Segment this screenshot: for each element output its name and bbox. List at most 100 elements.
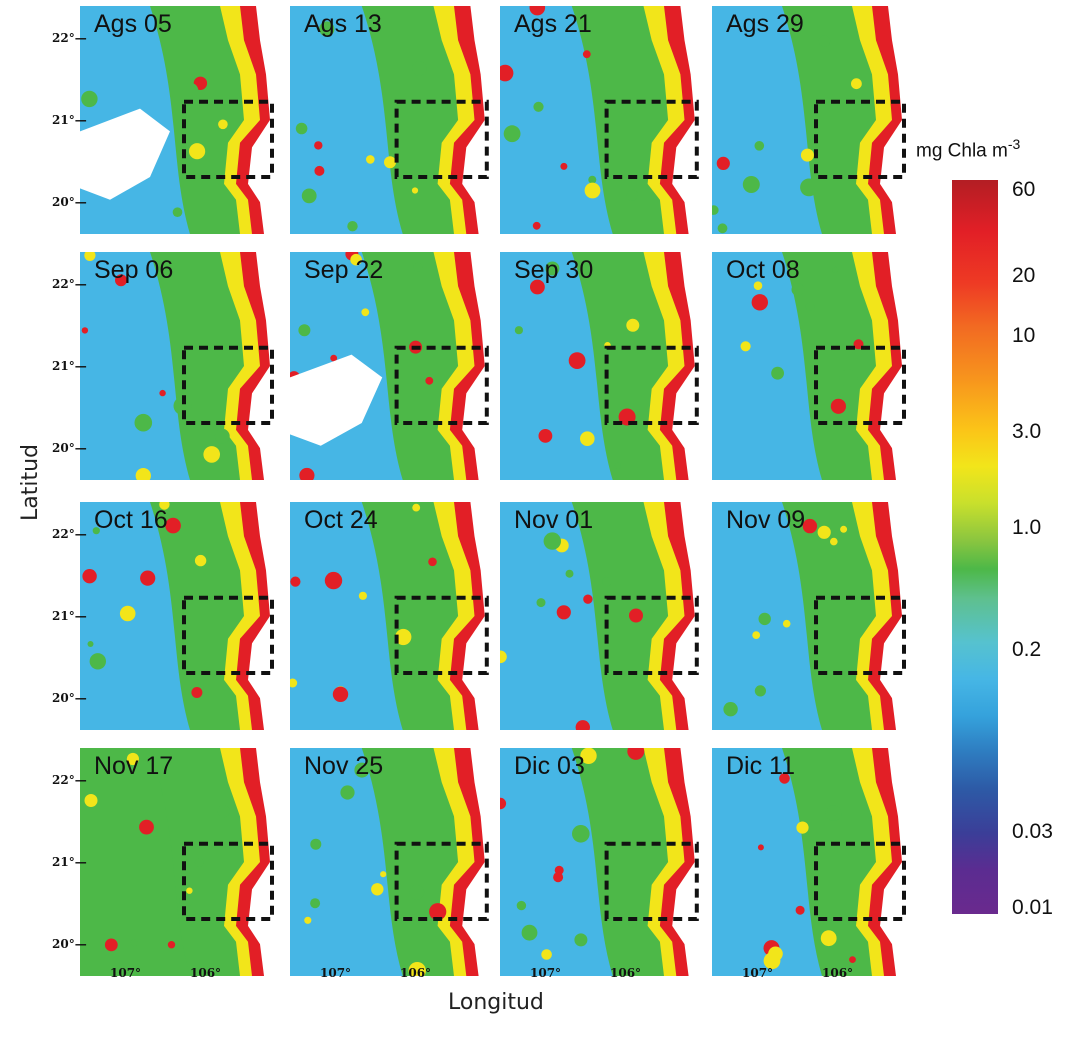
- concentration-patch: [84, 252, 96, 261]
- colorbar-tick-label: 10: [1012, 324, 1036, 347]
- longitude-tick-label: 106°: [610, 966, 642, 980]
- concentration-patch: [500, 64, 514, 82]
- study-area-box: [604, 99, 699, 179]
- concentration-patch: [361, 308, 370, 317]
- concentration-patch: [159, 502, 170, 510]
- concentration-patch: [795, 905, 805, 915]
- concentration-patch: [117, 274, 127, 284]
- concentration-patch: [556, 605, 571, 620]
- chlorophyll-map: [500, 502, 705, 730]
- concentration-patch: [536, 598, 546, 608]
- concentration-patch: [81, 90, 98, 108]
- concentration-patch: [849, 956, 856, 963]
- colorbar: [952, 180, 998, 914]
- chlorophyll-map: [80, 502, 280, 730]
- longitude-tick-label: 106°: [822, 966, 854, 980]
- concentration-patch: [412, 61, 427, 76]
- concentration-patch: [771, 366, 784, 380]
- concentration-patch: [818, 35, 831, 47]
- study-area-box: [814, 99, 906, 179]
- colorbar-tick-label: 0.03: [1012, 820, 1053, 843]
- land-mask: [248, 6, 280, 234]
- longitude-tick-label: 107°: [742, 966, 774, 980]
- concentration-patch: [290, 576, 301, 587]
- chlorophyll-map: [712, 6, 912, 234]
- concentration-patch: [104, 938, 118, 952]
- concentration-patch: [545, 261, 560, 276]
- concentration-patch: [126, 752, 139, 766]
- concentration-patch: [189, 143, 206, 160]
- map-panel: Sep 22: [290, 252, 495, 480]
- concentration-patch: [140, 570, 156, 586]
- concentration-patch: [851, 78, 862, 90]
- concentration-patch: [371, 883, 384, 896]
- concentration-patch: [543, 532, 561, 550]
- concentration-patch: [753, 281, 763, 290]
- concentration-patch: [290, 678, 298, 688]
- concentration-patch: [614, 462, 621, 469]
- map-panel: Nov 17: [80, 748, 280, 976]
- y-axis-label: Latitud: [18, 443, 44, 522]
- concentration-patch: [304, 916, 312, 924]
- colorbar-tick-label: 1.0: [1012, 516, 1042, 539]
- map-panel: Sep 30: [500, 252, 705, 480]
- colorbar-title: mg Chla m-3: [916, 136, 1021, 162]
- chlorophyll-map: [712, 748, 912, 976]
- concentration-patch: [295, 122, 308, 135]
- concentration-patch: [533, 101, 544, 112]
- concentration-patch: [139, 819, 154, 835]
- panel-date-label: Sep 30: [514, 256, 594, 284]
- concentration-patch: [310, 838, 322, 850]
- no-data-area: [290, 354, 383, 446]
- concentration-patch: [82, 569, 97, 584]
- map-panel: Sep 06: [80, 252, 280, 480]
- latitude-tick-label: 21°—: [52, 113, 87, 127]
- concentration-patch: [717, 223, 728, 234]
- panel-date-label: Sep 22: [304, 256, 384, 284]
- chlorophyll-map: [290, 6, 495, 234]
- land-mask: [880, 252, 912, 480]
- panel-date-label: Oct 08: [726, 256, 800, 284]
- concentration-patch: [425, 376, 434, 385]
- concentration-patch: [740, 341, 751, 352]
- concentration-patch: [135, 468, 151, 480]
- study-area-box: [604, 841, 699, 921]
- panel-date-label: Nov 25: [304, 752, 384, 780]
- latitude-tick-label: 22°—: [52, 31, 87, 45]
- latitude-tick-label: 20°—: [52, 691, 87, 705]
- concentration-patch: [568, 352, 586, 369]
- concentration-patch: [602, 577, 612, 587]
- study-area-box: [182, 595, 274, 675]
- map-panel: Nov 01: [500, 502, 705, 730]
- concentration-patch: [92, 527, 100, 535]
- concentration-patch: [629, 608, 643, 623]
- concentration-patch: [580, 431, 595, 446]
- concentration-patch: [119, 605, 136, 622]
- panel-date-label: Ags 05: [94, 10, 172, 38]
- latitude-tick-label: 22°—: [52, 277, 87, 291]
- concentration-patch: [751, 294, 768, 311]
- concentration-patch: [324, 571, 343, 590]
- chlorophyll-map: [80, 748, 280, 976]
- chlorophyll-map: [500, 252, 705, 480]
- concentration-patch: [130, 939, 138, 947]
- concentration-patch: [298, 324, 311, 337]
- latitude-tick-label: 22°—: [52, 527, 87, 541]
- latitude-tick-label: 21°—: [52, 855, 87, 869]
- panel-date-label: Ags 29: [726, 10, 804, 38]
- concentration-patch: [194, 858, 204, 867]
- concentration-patch: [330, 354, 338, 362]
- panel-date-label: Oct 16: [94, 506, 168, 534]
- concentration-patch: [186, 887, 193, 894]
- longitude-tick-label: 106°: [190, 966, 222, 980]
- study-area-box: [814, 841, 906, 921]
- concentration-patch: [299, 467, 315, 480]
- concentration-patch: [816, 502, 825, 509]
- concentration-patch: [565, 569, 574, 578]
- latitude-tick-label: 20°—: [52, 195, 87, 209]
- study-area-box: [814, 595, 906, 675]
- map-panel: Oct 16: [80, 502, 280, 730]
- study-area-box: [604, 345, 699, 425]
- colorbar-tick-label: 60: [1012, 178, 1036, 201]
- study-area-box: [814, 345, 906, 425]
